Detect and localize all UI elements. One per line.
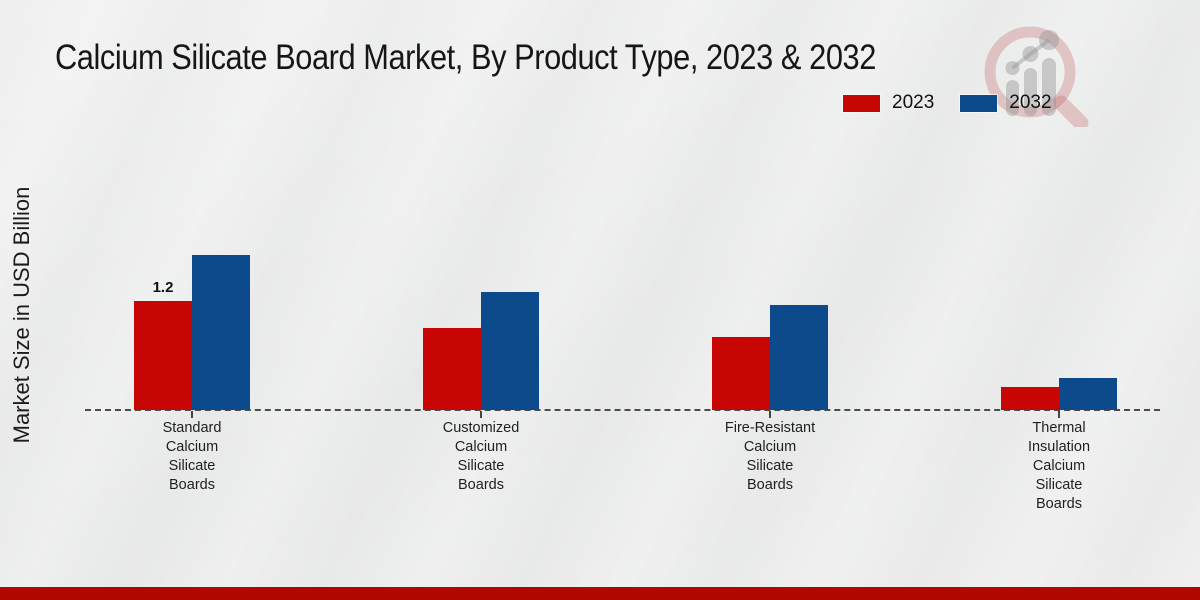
- bar-2023-category-2: [712, 337, 770, 410]
- category-label-3: Thermal Insulation Calcium Silicate Boar…: [1027, 420, 1091, 512]
- bar-2032-category-3: [1059, 378, 1117, 410]
- brand-logo-icon: [984, 26, 1089, 127]
- category-tick: [191, 411, 193, 418]
- legend-label: 2023: [892, 92, 935, 113]
- chart-title: Calcium Silicate Board Market, By Produc…: [55, 38, 876, 77]
- category-tick: [480, 411, 482, 418]
- legend-item-2032: 2032: [960, 92, 1052, 114]
- bar-2023-category-0: [134, 301, 192, 410]
- bar-2023-category-1: [423, 328, 481, 410]
- legend: 2023 2032: [843, 92, 1052, 114]
- footer-accent-bar: [0, 587, 1200, 600]
- category-tick: [1058, 411, 1060, 418]
- legend-item-2023: 2023: [843, 92, 934, 114]
- bar-2032-category-2: [770, 305, 828, 410]
- legend-label: 2032: [1009, 92, 1052, 113]
- bar-2023-category-3: [1001, 387, 1059, 410]
- bar-value-label: 1.2: [152, 279, 174, 296]
- category-label-2: Fire-Resistant Calcium Silicate Boards: [724, 420, 816, 493]
- bar-2032-category-1: [481, 292, 539, 410]
- x-axis-baseline: [85, 409, 1160, 411]
- legend-swatch-2023: [843, 94, 880, 112]
- category-label-0: Standard Calcium Silicate Boards: [162, 420, 222, 493]
- category-label-1: Customized Calcium Silicate Boards: [442, 420, 520, 493]
- legend-swatch-2032: [960, 94, 998, 112]
- category-tick: [769, 411, 771, 418]
- bar-2032-category-0: [192, 255, 250, 410]
